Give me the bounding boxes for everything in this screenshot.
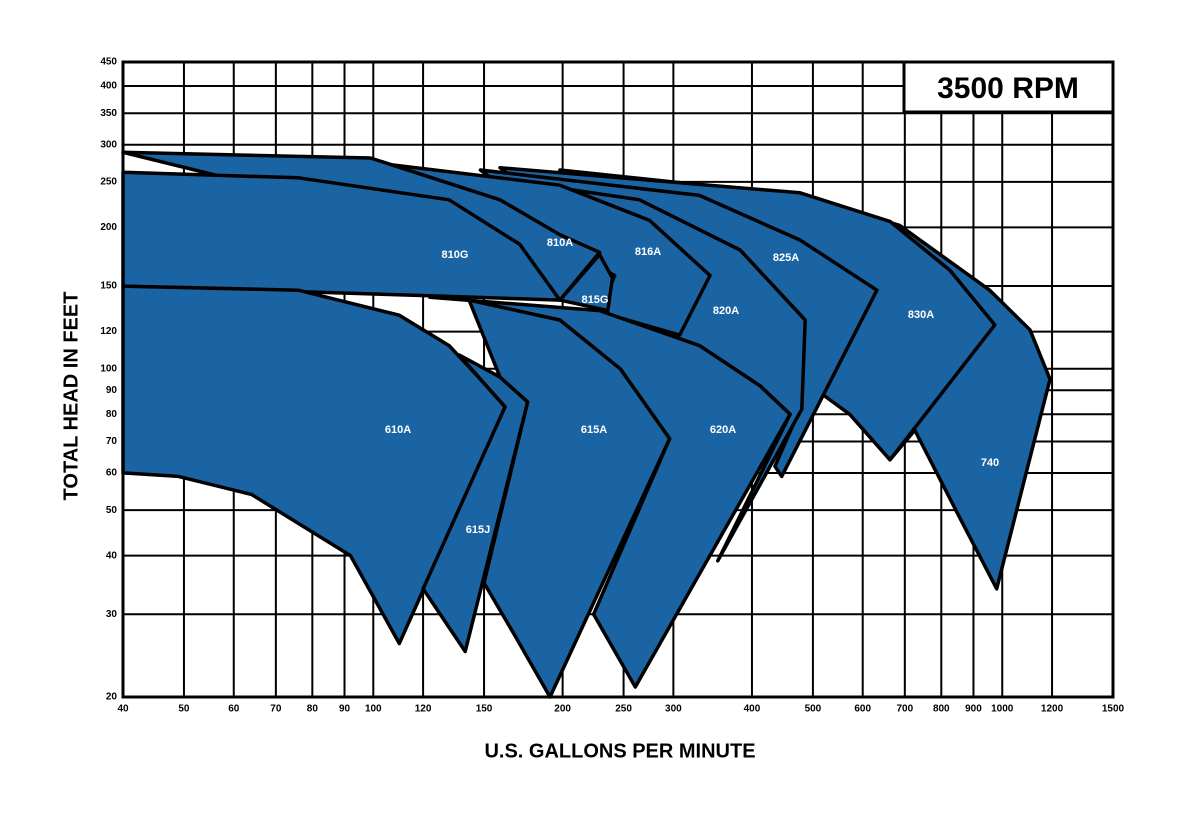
x-tick-label: 250: [615, 704, 632, 715]
title-box: [902, 60, 1115, 114]
y-tick-label: 30: [106, 609, 118, 620]
y-tick-label: 150: [100, 281, 117, 292]
y-tick-label: 80: [106, 409, 118, 420]
region-label: 810G: [442, 249, 469, 261]
x-tick-label: 1200: [1041, 704, 1064, 715]
x-tick-label: 60: [228, 704, 240, 715]
x-tick-label: 40: [117, 704, 129, 715]
labels: 740 830A 825A 820A 816A 815G 810A 810G 610A 615J 6…: [385, 237, 999, 536]
chart-title: 3500 RPM: [937, 72, 1079, 105]
y-tick-label: 50: [106, 505, 118, 516]
x-tick-label: 900: [965, 704, 982, 715]
x-tick-label: 120: [415, 704, 432, 715]
region-label: 815G: [582, 294, 609, 306]
x-axis-label: U.S. GALLONS PER MINUTE: [484, 740, 755, 762]
x-tick-label: 50: [178, 704, 190, 715]
y-tick-label: 250: [100, 177, 117, 188]
regions: [121, 150, 1052, 699]
x-tick-label: 800: [933, 704, 950, 715]
x-tick-label: 300: [665, 704, 682, 715]
x-tick-label: 150: [476, 704, 493, 715]
x-tick-label: 80: [307, 704, 319, 715]
region-label: 816A: [635, 246, 661, 258]
region-label: 740: [981, 457, 999, 469]
y-tick-label: 60: [106, 468, 118, 479]
region: [428, 295, 792, 689]
plot-border: [121, 60, 1115, 699]
x-tick-label: 1500: [1102, 704, 1125, 715]
region-label: 620A: [710, 424, 736, 436]
x-tick-label: 70: [270, 704, 282, 715]
region-label: 830A: [908, 309, 934, 321]
y-tick-label: 450: [100, 57, 117, 68]
y-tick-label: 350: [100, 108, 117, 119]
y-tick-label: 300: [100, 139, 117, 150]
region-label: 615J: [466, 524, 490, 536]
y-tick-label: 40: [106, 550, 118, 561]
y-tick-label: 400: [100, 81, 117, 92]
x-tick-label: 600: [854, 704, 871, 715]
y-tick-label: 120: [100, 326, 117, 337]
x-tick-label: 400: [744, 704, 761, 715]
region-label: 825A: [773, 252, 799, 264]
y-tick-label: 100: [100, 363, 117, 374]
region-label: 810A: [547, 237, 573, 249]
y-tick-label: 200: [100, 222, 117, 233]
region-label: 820A: [713, 305, 739, 317]
x-tick-label: 200: [554, 704, 571, 715]
x-tick-label: 90: [339, 704, 351, 715]
y-tick-label: 70: [106, 436, 118, 447]
y-axis-label: TOTAL HEAD IN FEET: [60, 292, 82, 501]
y-tick-label: 20: [106, 692, 118, 703]
x-tick-label: 500: [805, 704, 822, 715]
y-tick-label: 90: [106, 385, 118, 396]
region-label: 615A: [581, 424, 607, 436]
x-tick-label: 100: [365, 704, 382, 715]
region-label: 610A: [385, 424, 411, 436]
x-tick-label: 1000: [991, 704, 1014, 715]
x-tick-label: 700: [896, 704, 913, 715]
